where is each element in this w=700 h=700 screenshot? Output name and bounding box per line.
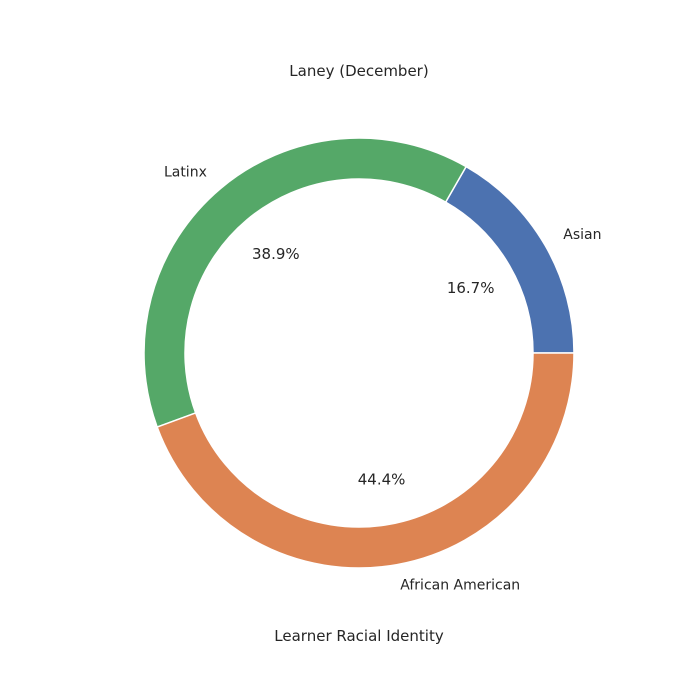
slice-asian (444, 165, 575, 354)
donut-slices (143, 137, 575, 569)
percent-labels: 16.7% 38.9% 44.4% (252, 245, 494, 489)
slice-latinx (143, 137, 468, 429)
percent-label-latinx: 38.9% (252, 245, 300, 263)
chart-title: Laney (December) (289, 62, 428, 80)
chart-xlabel: Learner Racial Identity (274, 627, 444, 645)
slice-label-african-american: African American (400, 577, 520, 593)
slice-african-american (156, 352, 575, 569)
percent-label-asian: 16.7% (447, 279, 495, 297)
percent-label-african-american: 44.4% (358, 471, 406, 489)
slice-label-latinx: Latinx (164, 165, 207, 181)
slice-label-asian: Asian (563, 227, 601, 243)
slice-labels: Asian Latinx African American (164, 165, 602, 594)
